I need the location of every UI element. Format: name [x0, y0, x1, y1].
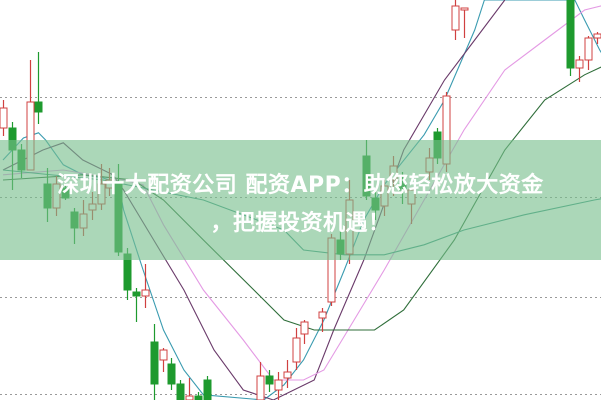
candle-body	[593, 33, 601, 39]
banner-title-line2: ，把握投资机遇！	[210, 211, 391, 236]
candle-down	[176, 380, 185, 400]
banner-title-line1: 深圳十大配资公司 配资APP：助您轻松放大资金	[57, 173, 544, 198]
candle-down	[132, 288, 141, 322]
candle-up	[159, 348, 168, 372]
candle-body	[575, 59, 584, 69]
candle-body	[141, 289, 150, 297]
candle-body	[460, 7, 469, 11]
candle-body	[292, 337, 301, 363]
candle-up	[283, 360, 292, 388]
candle-body	[132, 291, 141, 297]
candle-body	[300, 321, 309, 335]
candle-up	[318, 308, 327, 332]
candle-down	[566, 0, 575, 76]
title-banner	[0, 140, 601, 260]
candle-up	[185, 378, 194, 400]
candle-up	[274, 372, 283, 400]
candle-up	[292, 328, 301, 370]
candle-body	[159, 349, 168, 361]
candle-body	[265, 375, 274, 385]
candle-body	[318, 311, 327, 319]
candle-body	[176, 383, 185, 400]
candle-up	[584, 36, 593, 70]
candle-up	[300, 320, 309, 344]
candle-down	[150, 324, 159, 400]
candle-body	[283, 371, 292, 379]
candle-body	[194, 395, 203, 400]
candle-body	[167, 363, 176, 385]
candle-body	[256, 375, 265, 400]
candle-up	[460, 7, 469, 38]
candle-body	[203, 379, 212, 400]
candle-down	[265, 370, 274, 392]
candle-body	[34, 101, 43, 113]
candle-down	[34, 52, 43, 124]
candle-body	[566, 0, 575, 69]
candle-body	[0, 107, 8, 129]
candle-body	[185, 395, 194, 400]
candle-up	[141, 264, 150, 308]
candle-body	[584, 37, 593, 61]
candle-up	[0, 100, 8, 136]
candle-up	[575, 56, 584, 82]
candle-up	[593, 32, 601, 44]
candle-down	[194, 392, 203, 400]
candle-up	[451, 0, 460, 40]
candle-down	[167, 358, 176, 390]
candle-body	[451, 5, 460, 31]
candle-up	[256, 362, 265, 400]
candle-body	[150, 341, 159, 385]
candle-body	[274, 379, 283, 391]
candle-down	[203, 376, 212, 400]
